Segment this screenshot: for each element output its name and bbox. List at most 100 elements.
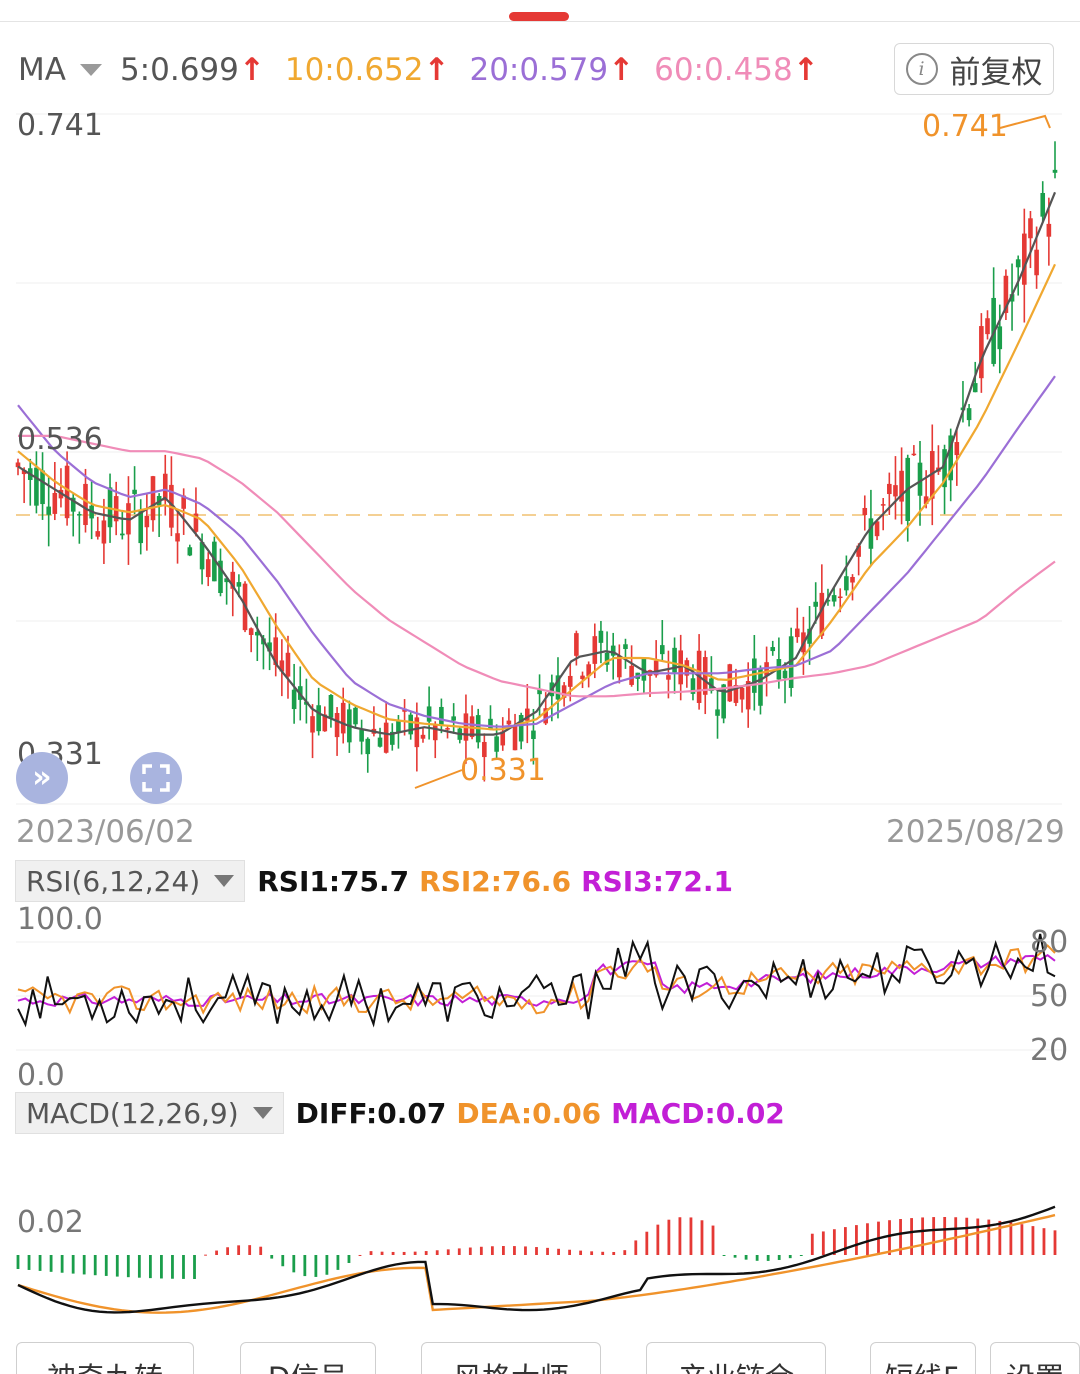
fullscreen-button[interactable] — [130, 752, 182, 804]
rsi-chart[interactable] — [0, 905, 1080, 1085]
macd-value: DIFF:0.07 — [295, 1096, 447, 1130]
candle-body — [500, 731, 506, 746]
candle-body — [758, 668, 763, 706]
rsi-selector[interactable]: RSI(6,12,24) — [15, 860, 246, 902]
candle-body — [739, 687, 745, 700]
ma-value-0: 5:0.699↑ — [120, 52, 265, 88]
macd-values: DIFF:0.07 DEA:0.06 MACD:0.02 — [296, 1097, 795, 1130]
candle-body — [95, 531, 101, 537]
macd-header: MACD(12,26,9) DIFF:0.07 DEA:0.06 MACD:0.02 — [15, 1092, 795, 1134]
macd-bar — [171, 1255, 174, 1279]
macd-bar — [468, 1247, 472, 1255]
macd-bar — [424, 1251, 428, 1255]
candle-body — [948, 435, 953, 481]
candle-body — [451, 716, 456, 721]
macd-bar — [270, 1255, 274, 1259]
candle-body — [807, 628, 812, 644]
macd-bar — [391, 1251, 395, 1255]
candle-body — [193, 513, 199, 532]
macd-bar — [325, 1255, 329, 1275]
candle-body — [592, 636, 598, 664]
macd-bar — [358, 1254, 362, 1256]
macd-bar — [93, 1255, 97, 1276]
candle-body — [64, 465, 70, 519]
macd-bar — [601, 1251, 605, 1255]
macd-bar — [137, 1255, 141, 1278]
macd-bar — [744, 1255, 748, 1260]
drag-handle[interactable] — [509, 12, 569, 21]
macd-chart[interactable] — [0, 1135, 1080, 1325]
macd-bar — [546, 1247, 549, 1255]
ma-selector-label[interactable]: MA — [18, 52, 66, 88]
candle-body — [844, 576, 849, 591]
macd-bar — [766, 1255, 770, 1261]
macd-bar — [479, 1246, 483, 1255]
candle-body — [586, 664, 591, 677]
candle-body — [880, 504, 886, 506]
macd-bar — [1042, 1228, 1046, 1255]
candle-body — [794, 628, 800, 638]
macd-bar — [402, 1251, 406, 1255]
tab-1[interactable]: D信号 — [240, 1342, 376, 1374]
macd-bar — [60, 1255, 64, 1273]
candle-body — [322, 714, 328, 732]
candle-body — [426, 706, 432, 722]
up-arrow-icon: ↑ — [608, 52, 635, 88]
low-marker-label: 0.331 — [460, 753, 546, 788]
candle-body — [623, 644, 628, 650]
price-mid-label: 0.536 — [17, 422, 103, 457]
start-date: 2023/06/02 — [16, 814, 195, 850]
candle-body — [770, 647, 776, 652]
tab-2[interactable]: 风格大师 — [421, 1342, 601, 1374]
ma-value-text: 10:0.652 — [284, 52, 424, 88]
macd-bar — [535, 1247, 538, 1255]
candle-body — [887, 483, 892, 495]
candle-body — [923, 496, 929, 504]
macd-value: DEA:0.06 — [456, 1096, 602, 1130]
macd-bar — [380, 1251, 384, 1255]
macd-bar — [987, 1219, 991, 1255]
tab-3[interactable]: 产业链余 — [646, 1342, 826, 1374]
candle-body — [721, 684, 726, 719]
candle-body — [359, 729, 364, 742]
candle-body — [267, 642, 272, 652]
macd-bar — [821, 1231, 825, 1255]
macd-bar — [446, 1249, 450, 1255]
candle-body — [617, 655, 622, 678]
price-max-label: 0.741 — [17, 108, 103, 143]
candle-body — [917, 462, 923, 496]
macd-bar — [799, 1255, 803, 1256]
candle-body — [236, 582, 242, 587]
candle-body — [966, 408, 972, 421]
candle-body — [482, 741, 487, 758]
price-chart[interactable] — [0, 100, 1080, 820]
low-marker-line — [414, 769, 463, 789]
rsi-value: RSI2:76.6 — [419, 864, 572, 898]
macd-bar — [336, 1255, 340, 1270]
dropdown-caret-icon[interactable] — [79, 64, 102, 76]
candle-body — [390, 731, 395, 745]
macd-bar — [1053, 1230, 1057, 1255]
macd-bar — [226, 1247, 230, 1255]
tab-4[interactable]: 短线5 — [870, 1342, 976, 1374]
candle-body — [997, 326, 1003, 350]
candle-body — [40, 470, 45, 505]
macd-bar — [502, 1246, 505, 1255]
tab-0[interactable]: 神奇九转 — [16, 1342, 194, 1374]
candle-body — [690, 678, 696, 694]
ma-line-MA60 — [18, 434, 1056, 698]
candle-body — [850, 576, 855, 583]
candle-body — [1034, 249, 1039, 276]
candle-body — [445, 728, 450, 730]
macd-selector[interactable]: MACD(12,26,9) — [15, 1092, 284, 1134]
double-chevron-icon: » — [32, 760, 52, 795]
tab-5[interactable]: 设置 — [990, 1342, 1080, 1374]
macd-bar — [579, 1250, 583, 1255]
candle-body — [567, 675, 573, 687]
macd-bar — [645, 1231, 649, 1255]
candle-body — [531, 730, 536, 740]
candle-body — [1052, 169, 1058, 173]
macd-bar — [49, 1255, 53, 1272]
expand-button[interactable]: » — [16, 752, 68, 804]
adjustment-button[interactable]: i 前复权 — [894, 43, 1054, 95]
